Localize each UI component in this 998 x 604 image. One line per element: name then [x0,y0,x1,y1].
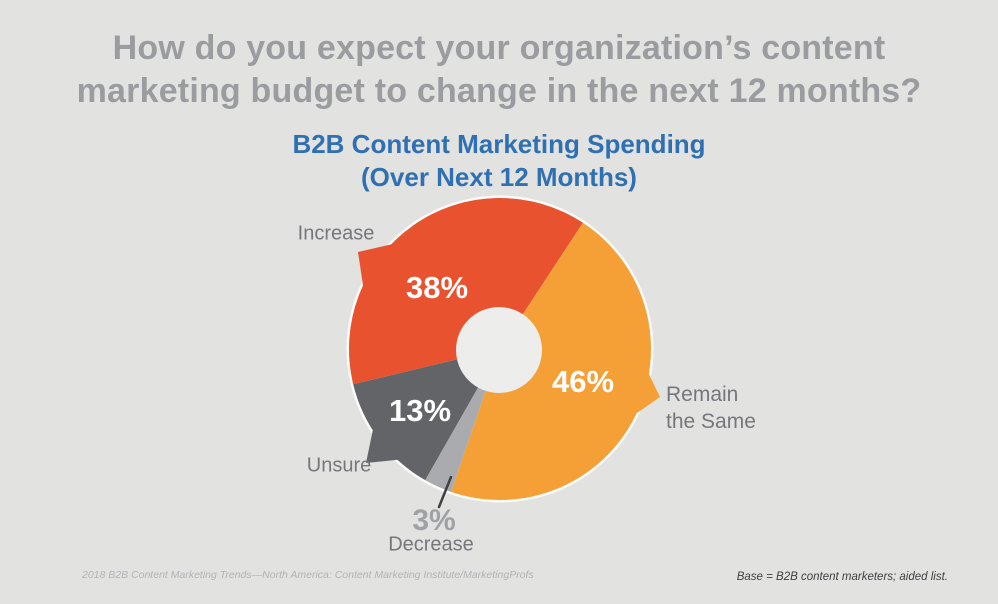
pie-label-remain-the-same: Remain the Same [666,383,756,434]
pie-slice-increase [349,198,583,385]
page-title-line1: How do you expect your organization’s co… [112,29,886,67]
page-title-line2: marketing budget to change in the next 1… [76,71,922,110]
pie-value-remain-the-same: 46% [551,364,615,399]
page-title: How do you expect your organization’s co… [0,27,998,112]
pie-value-decrease: 3% [412,504,456,537]
donut-hole [456,307,542,393]
pie-value-unsure: 13% [388,393,452,428]
pie-slice-remain-the-same [451,222,651,500]
source-citation: 2018 B2B Content Marketing Trends—North … [82,569,534,581]
pie-label-unsure: Unsure [306,454,372,477]
base-note: Base = B2B content marketers; aided list… [736,571,948,583]
pie-label-increase: Increase [297,222,375,245]
decrease-leader-line [437,475,453,509]
pie-slice-unsure [353,349,500,481]
pie-label-decrease: Decrease [388,533,474,556]
chart-title: B2B Content Marketing Spending (Over Nex… [0,128,998,193]
pie-value-increase: 38% [405,270,469,305]
chart-title-line1: B2B Content Marketing Spending [292,129,706,159]
chart-title-line2: (Over Next 12 Months) [361,161,637,192]
